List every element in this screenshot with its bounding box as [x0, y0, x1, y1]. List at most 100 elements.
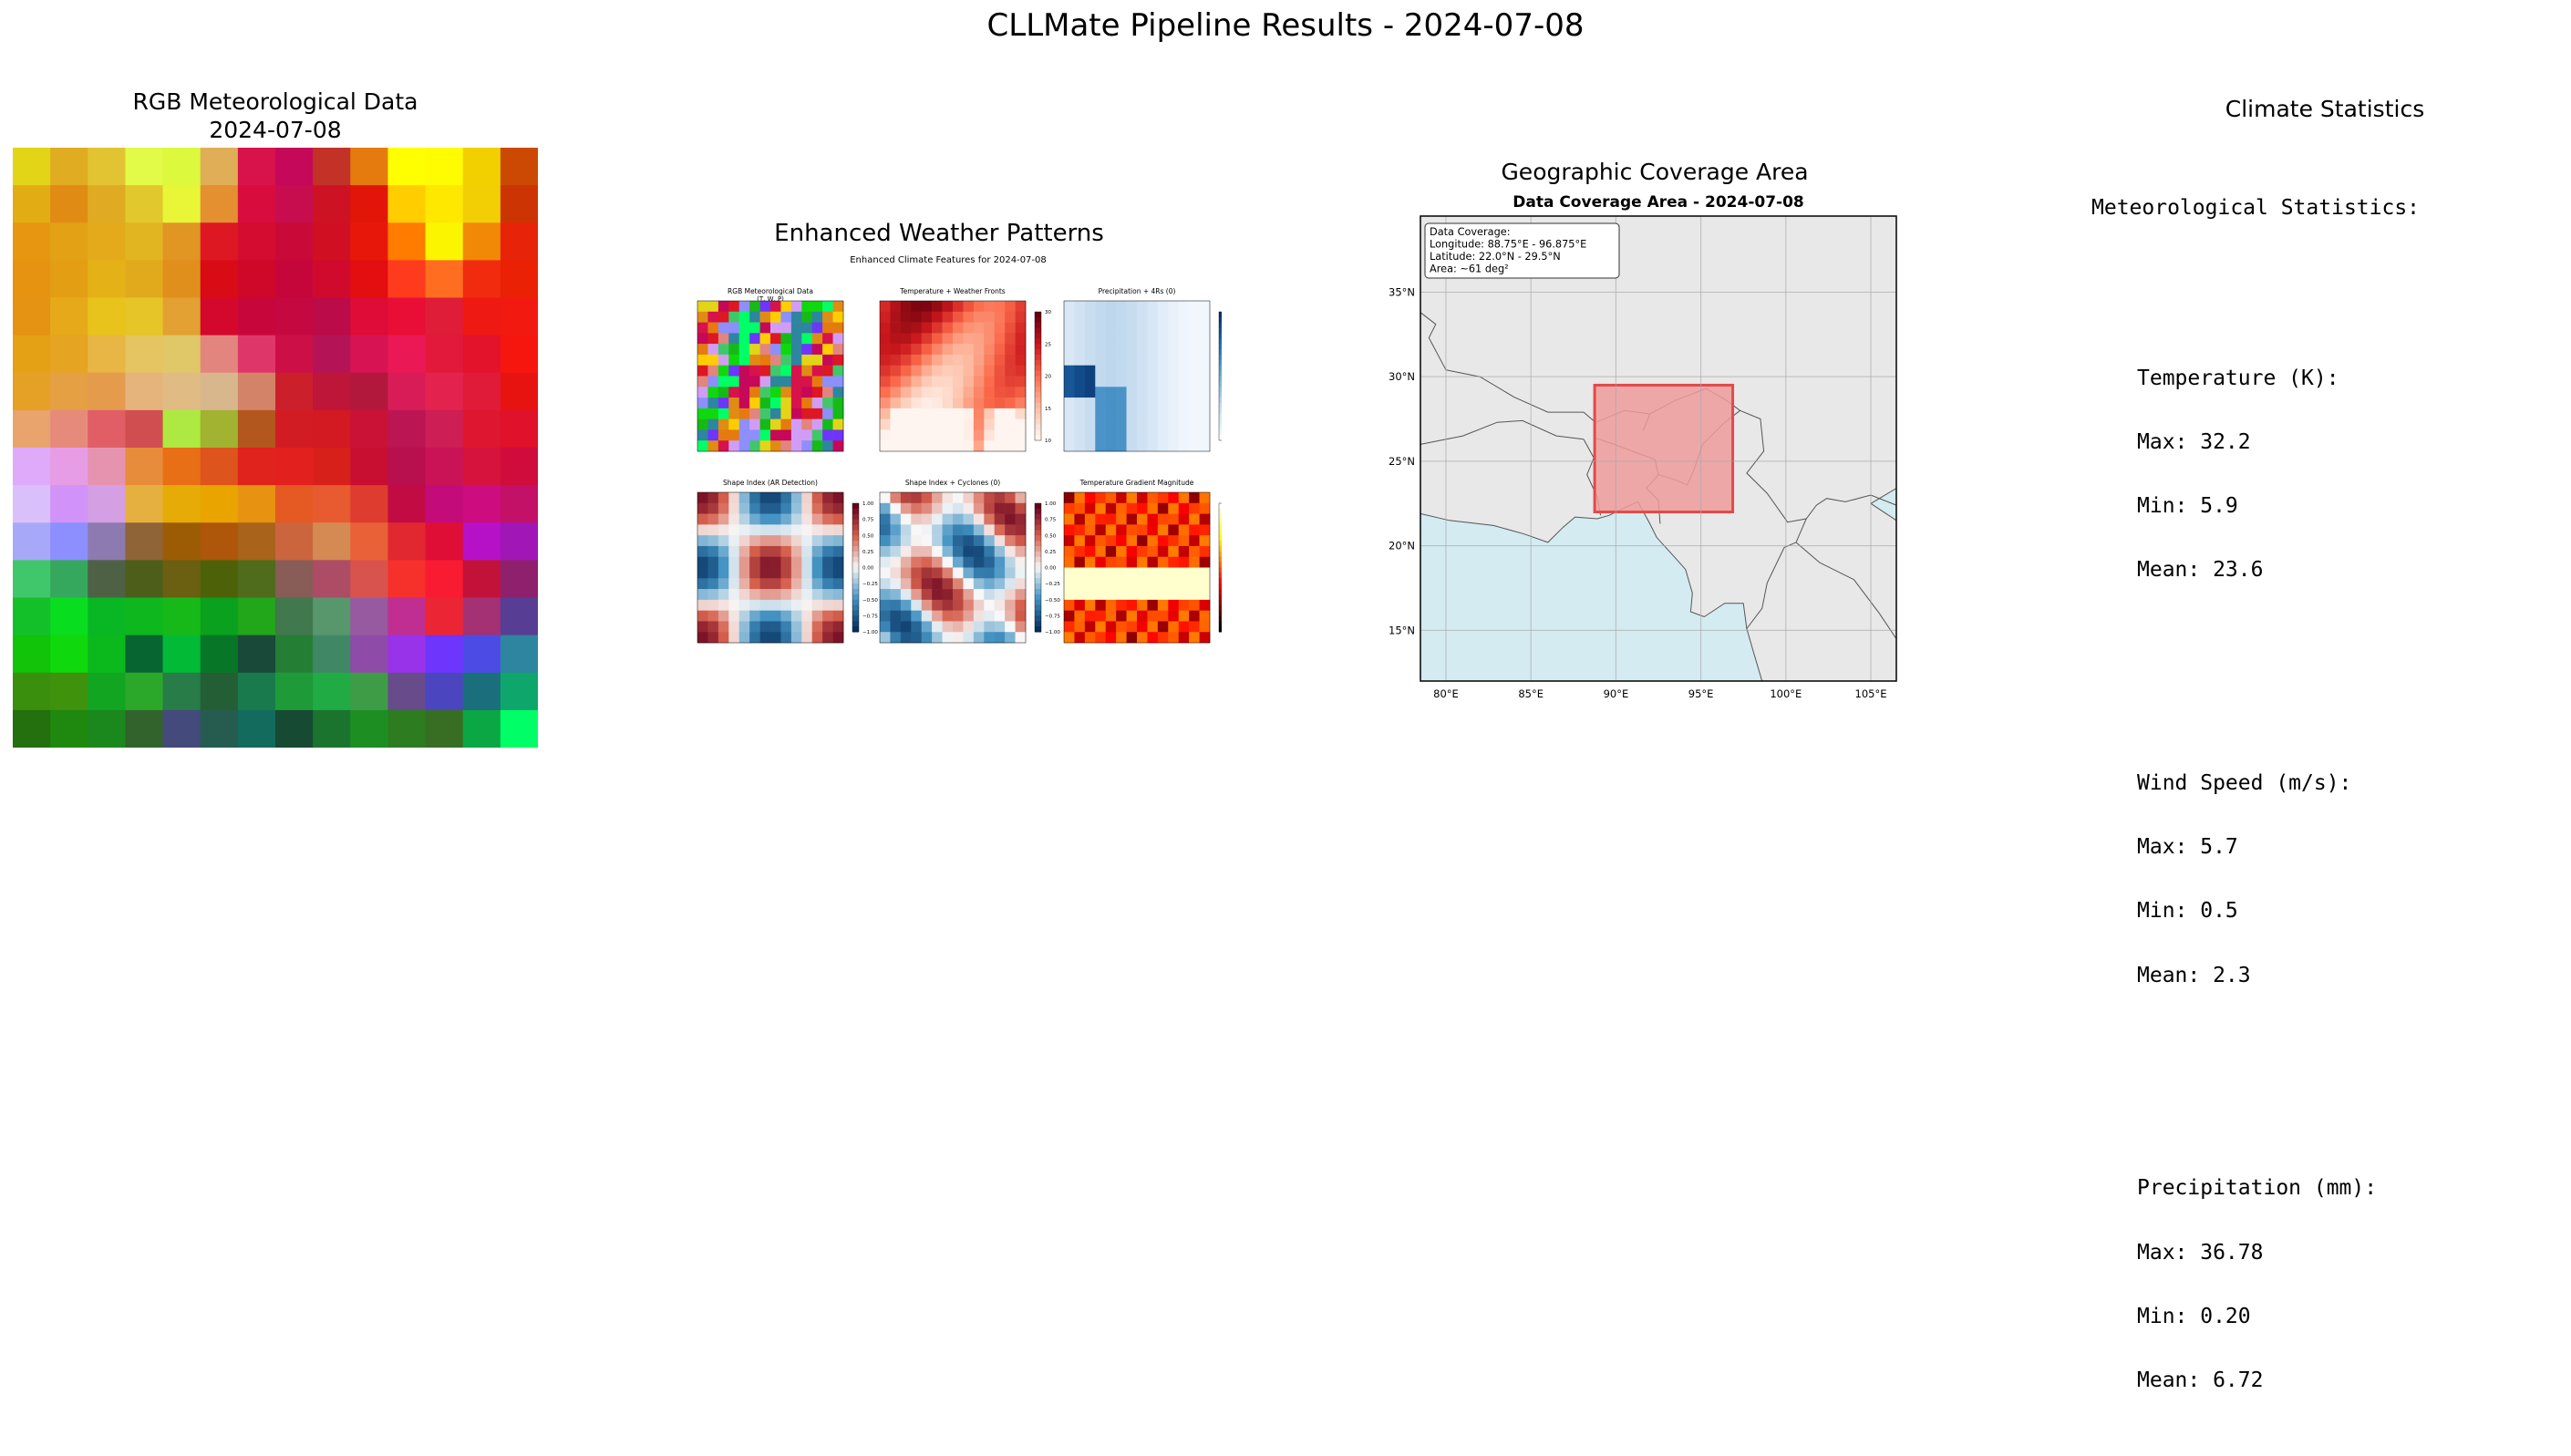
subplot-cell — [1189, 513, 1200, 525]
rgb-cell — [275, 222, 314, 261]
subplot-cell — [1064, 524, 1075, 536]
subplot-cell — [921, 556, 933, 568]
colorbar-segment — [1035, 327, 1041, 334]
subplot-cell — [1189, 610, 1200, 622]
rgb-cell — [462, 185, 501, 223]
rgb-cell — [275, 597, 314, 636]
rgb-cell — [162, 148, 201, 186]
subplot-cell — [738, 610, 750, 622]
subplot-cell — [832, 408, 844, 419]
subplot-cell — [932, 311, 943, 323]
subplot-cell — [1064, 365, 1075, 377]
colorbar-segment — [1219, 338, 1222, 345]
subplot-cell — [1095, 567, 1107, 579]
subplot-cell — [921, 599, 933, 611]
subplot-cell — [822, 589, 833, 601]
rgb-cell — [237, 260, 276, 298]
subplot-cell — [801, 333, 813, 345]
rgb-cell — [350, 597, 388, 636]
subplot-cell — [749, 632, 760, 644]
subplot-cell — [801, 524, 813, 536]
rgb-cell — [500, 522, 538, 561]
subplot-cell — [790, 301, 802, 313]
colorbar-segment — [852, 546, 859, 552]
subplot-cell — [1137, 567, 1148, 579]
rgb-cell — [88, 485, 126, 523]
rgb-cell — [462, 222, 501, 261]
subplot-cell — [1189, 545, 1200, 558]
subplot-cell — [994, 365, 1006, 377]
subplot-cell — [984, 567, 996, 579]
subplot-cell — [1015, 440, 1027, 452]
subplot-cell — [942, 578, 954, 590]
subplot-cell — [811, 408, 823, 419]
subplot-cell — [1074, 387, 1086, 398]
subplot-cell — [1015, 599, 1027, 611]
subplot-cell — [1147, 311, 1159, 323]
subplot-cell — [880, 301, 891, 313]
rgb-cell — [88, 597, 126, 636]
subplot-cell — [697, 387, 708, 398]
subplot-cell — [1005, 545, 1016, 558]
subplot-cell — [718, 440, 729, 452]
subplot-cell — [1178, 408, 1190, 419]
subplot-cell — [921, 535, 933, 547]
subplot-cell — [718, 418, 729, 430]
subplot-cell — [1095, 311, 1107, 323]
subplot-cell — [1105, 632, 1117, 644]
subplot-cell — [697, 599, 708, 611]
colorbar-segment — [1219, 429, 1222, 436]
subplot-cell — [1095, 387, 1107, 398]
subplot-cell — [973, 621, 985, 633]
subplot-cell — [963, 365, 975, 377]
subplot-cell — [963, 599, 975, 611]
subplot-cell — [811, 387, 823, 398]
subplot-cell — [1178, 440, 1190, 452]
subplot-cell — [1168, 301, 1180, 313]
subplot-cell — [1126, 333, 1138, 345]
lat-tick-label: 15°N — [1389, 624, 1415, 636]
subplot-cell — [932, 599, 943, 611]
subplot-cell — [1015, 322, 1027, 334]
subplot-cell — [1137, 556, 1148, 568]
subplot-cell — [1005, 556, 1016, 568]
subplot-cell — [890, 535, 902, 547]
subplot-cell — [738, 301, 750, 313]
colorbar-segment — [852, 589, 859, 595]
subplot-cell — [973, 365, 985, 377]
subplot-cell — [1116, 621, 1127, 633]
subplot-cell — [911, 418, 923, 430]
colorbar-tick-label: −1.00 — [1045, 630, 1060, 635]
subplot-cell — [1116, 322, 1127, 334]
subplot-cell — [1084, 429, 1096, 441]
subplot-cell — [1157, 333, 1169, 345]
subplot-cell — [1168, 610, 1180, 622]
subplot-cell — [932, 418, 943, 430]
subplot-cell — [911, 301, 923, 313]
rgb-cell — [350, 185, 388, 223]
rgb-cell — [313, 522, 351, 561]
subplot-cell — [1084, 578, 1096, 590]
rgb-cell — [350, 372, 388, 411]
subplot-cell — [1178, 524, 1190, 536]
rgb-cell — [162, 222, 201, 261]
subplot-cell — [890, 524, 902, 536]
subplot-cell — [1074, 513, 1086, 525]
colorbar-segment — [1219, 535, 1222, 542]
subplot-cell — [984, 513, 996, 525]
subplot-cell — [780, 440, 792, 452]
subplot-cell — [780, 524, 792, 536]
subplot-cell — [749, 621, 760, 633]
subplot-cell — [697, 376, 708, 387]
subplot-cell — [911, 502, 923, 514]
subplot-cell — [770, 535, 781, 547]
colorbar-tick-label: 0.50 — [1045, 533, 1057, 539]
subplot-cell — [728, 408, 740, 419]
subplot-cell — [932, 610, 943, 622]
subplot-cell — [973, 398, 985, 409]
subplot-cell — [770, 610, 781, 622]
subplot-cell — [1095, 333, 1107, 345]
subplot-cell — [728, 545, 740, 558]
subplot-cell — [1157, 535, 1169, 547]
rgb-cell — [462, 335, 501, 374]
